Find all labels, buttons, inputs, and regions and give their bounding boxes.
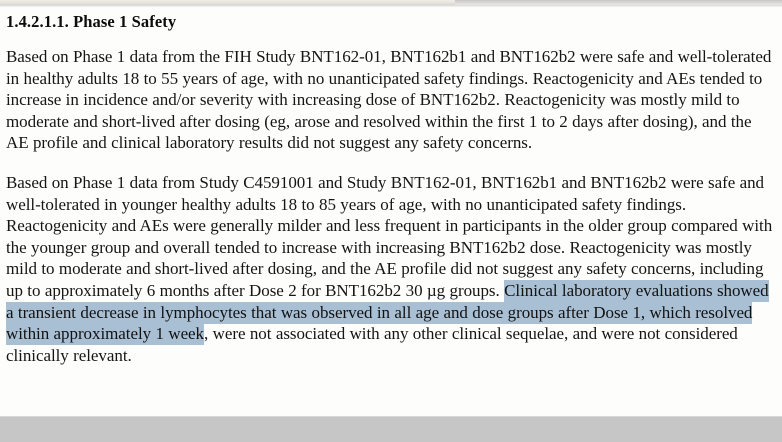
paragraph-phase1-fih-study: Based on Phase 1 data from the FIH Study… xyxy=(6,47,772,153)
scan-artifact-top-band xyxy=(0,0,782,7)
paragraph-lead-text: Based on Phase 1 data from Study C459100… xyxy=(6,172,773,300)
document-content: 1.4.2.1.1. Phase 1 Safety Based on Phase… xyxy=(0,7,782,366)
paragraph-tail-text: , were not associated with any other cli… xyxy=(6,324,738,365)
page-footer-band xyxy=(0,416,782,442)
section-heading: 1.4.2.1.1. Phase 1 Safety xyxy=(6,12,177,31)
paragraph-phase1-c4591001-study: Based on Phase 1 data from Study C459100… xyxy=(6,172,774,366)
